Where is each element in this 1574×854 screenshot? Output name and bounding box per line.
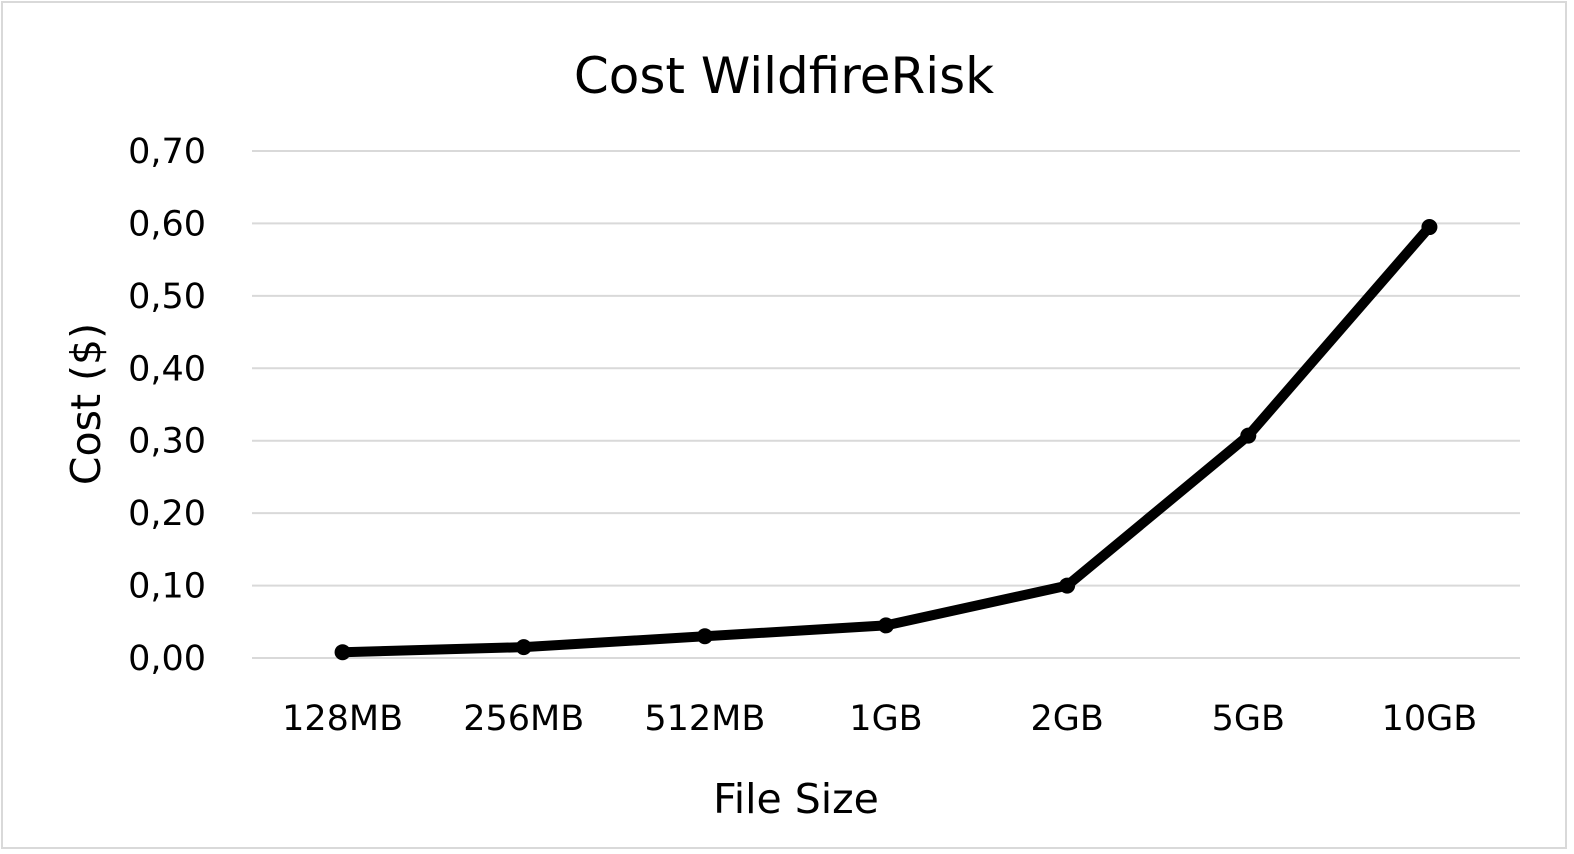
y-tick-label: 0,00	[128, 639, 206, 679]
data-point	[878, 617, 894, 634]
data-point	[1059, 577, 1076, 594]
y-tick-label: 0,40	[128, 349, 206, 389]
x-tick-label: 2GB	[1030, 699, 1103, 739]
data-point	[696, 628, 713, 645]
data-point	[1421, 219, 1438, 236]
x-tick-label: 10GB	[1382, 699, 1478, 739]
x-axis-title: File Size	[713, 775, 879, 823]
gridlines	[252, 150, 1520, 659]
y-tick-label: 0,60	[128, 204, 206, 244]
y-axis-title: Cost ($)	[62, 323, 110, 485]
x-tick-label: 1GB	[849, 699, 922, 739]
y-tick-label: 0,20	[128, 494, 206, 534]
data-point	[515, 639, 532, 656]
y-tick-label: 0,70	[128, 132, 206, 172]
chart-title: Cost WildfireRisk	[574, 47, 994, 105]
x-tick-label: 128MB	[282, 699, 403, 739]
y-tick-label: 0,10	[128, 567, 206, 607]
y-tick-label: 0,30	[128, 422, 206, 462]
x-axis-tick-labels: 128MB 256MB 512MB 1GB 2GB 5GB 10GB	[282, 699, 1477, 739]
y-tick-label: 0,50	[128, 277, 206, 317]
y-axis-tick-labels: 0,00 0,10 0,20 0,30 0,40 0,50 0,60 0,70	[128, 132, 206, 679]
series-line	[337, 222, 1435, 658]
series-group	[334, 219, 1438, 661]
x-tick-label: 512MB	[644, 699, 765, 739]
data-point	[1240, 427, 1257, 444]
x-tick-label: 256MB	[463, 699, 584, 739]
x-tick-label: 5GB	[1212, 699, 1285, 739]
data-point	[334, 644, 351, 661]
